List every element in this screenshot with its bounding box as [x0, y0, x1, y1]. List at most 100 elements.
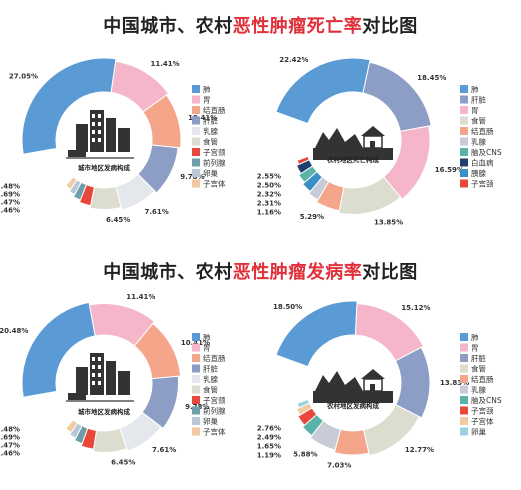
legend-label: 结直肠	[203, 353, 226, 363]
slice-肺	[21, 57, 117, 155]
legend-swatch	[192, 364, 200, 373]
legend-swatch	[192, 158, 200, 167]
legend-label: 白血病	[471, 158, 494, 168]
legend-label: 前列腺	[203, 158, 226, 168]
legend-label: 食管	[471, 364, 486, 374]
slice-胃	[88, 303, 156, 347]
data-label: 2.49%	[257, 434, 281, 442]
data-label: 1.19%	[257, 452, 281, 460]
building-icon	[76, 124, 88, 152]
slice-肝脏	[394, 346, 431, 419]
building-icon	[118, 128, 130, 152]
data-label: 1.69%	[0, 434, 20, 442]
data-label: 27.05%	[9, 72, 38, 80]
legend-label: 食管	[471, 116, 486, 126]
legend-swatch	[460, 427, 468, 436]
legend-swatch	[192, 148, 200, 156]
legend-label: 子宫颈	[471, 179, 494, 189]
center-caption: 城市地区发病构成	[78, 163, 131, 172]
data-label: 13.83%	[440, 379, 469, 387]
data-label: 2.32%	[257, 191, 281, 199]
legend-swatch	[460, 148, 468, 156]
door-icon	[370, 384, 375, 391]
window-mark	[92, 130, 95, 134]
legend-label: 结直肠	[471, 374, 494, 384]
legend-label: 子宫体	[203, 179, 226, 189]
legend-label: 乳腺	[471, 137, 486, 147]
legend-label: 子宫颈	[203, 395, 226, 405]
building-icon	[118, 371, 130, 395]
legend-label: 子宫颈	[471, 406, 494, 416]
legend-swatch	[460, 385, 468, 394]
truck-icon	[68, 150, 86, 157]
legend-swatch	[460, 116, 468, 125]
window-mark	[98, 122, 101, 126]
data-label: 15.12%	[401, 304, 430, 312]
legend-label: 胃	[203, 96, 211, 105]
data-label: 2.55%	[257, 173, 281, 181]
legend-label: 胃	[471, 344, 479, 353]
title-prefix: 中国城市、农村	[103, 16, 233, 37]
legend-swatch	[192, 396, 200, 404]
window-mark	[92, 373, 95, 377]
legend-label: 脑及CNS	[471, 395, 502, 405]
donut-chart-3: 20.48%11.41%10.41%9.78%7.61%6.45%2.48%1.…	[0, 293, 226, 467]
legend-swatch	[192, 106, 200, 114]
legend-swatch	[460, 396, 468, 404]
data-label: 6.45%	[106, 216, 130, 224]
legend-label: 结直肠	[203, 105, 226, 115]
slice-子宫体	[65, 176, 78, 190]
legend-swatch	[460, 354, 468, 362]
title-suffix: 对比图	[362, 262, 418, 283]
slice-食管	[338, 176, 402, 215]
legend-label: 胃	[203, 344, 211, 353]
legend-swatch	[460, 406, 468, 415]
slice-胃	[382, 125, 431, 200]
donut-chart-1: 27.05%11.41%10.41%9.78%7.61%6.45%2.48%1.…	[0, 57, 226, 224]
data-label: 1.65%	[257, 443, 281, 451]
window-mark	[98, 373, 101, 377]
chart-title-incidence: 中国城市、农村恶性肿瘤发病率对比图	[0, 258, 521, 284]
title-prefix: 中国城市、农村	[103, 262, 233, 283]
legend-swatch	[192, 95, 200, 104]
window-mark	[98, 365, 101, 369]
legend-swatch	[460, 333, 468, 341]
building-icon	[76, 367, 88, 395]
data-label: 22.42%	[279, 56, 308, 64]
legend-swatch	[460, 127, 468, 135]
data-label: 1.16%	[257, 209, 281, 217]
trees-icon	[315, 128, 363, 148]
slice-子宫体	[65, 419, 79, 434]
slice-胃	[354, 303, 425, 362]
legend-label: 肺	[471, 333, 479, 342]
legend-swatch	[192, 116, 200, 125]
data-label: 7.61%	[144, 208, 168, 216]
legend-label: 卵巢	[203, 416, 218, 426]
window-mark	[92, 114, 95, 118]
data-label: 1.47%	[0, 442, 20, 450]
data-label: 18.50%	[273, 303, 302, 311]
legend-swatch	[192, 169, 200, 177]
legend-swatch	[460, 169, 468, 177]
trees-icon	[315, 371, 363, 391]
data-label: 13.85%	[374, 218, 403, 226]
data-label: 5.29%	[300, 213, 324, 221]
truck-icon	[68, 393, 86, 400]
data-label: 2.31%	[257, 200, 281, 208]
legend-label: 乳腺	[203, 126, 218, 136]
building-icon	[106, 361, 116, 395]
legend-label: 前列腺	[203, 406, 226, 416]
chart-title-mortality: 中国城市、农村恶性肿瘤死亡率对比图	[0, 12, 521, 38]
legend-swatch	[460, 179, 468, 188]
donut-chart-2: 22.42%18.45%16.59%13.85%5.29%2.55%2.50%2…	[257, 56, 502, 226]
house-roof-icon	[361, 369, 385, 379]
title-highlight: 恶性肿瘤死亡率	[232, 16, 363, 37]
legend-swatch	[460, 95, 468, 104]
legend-swatch	[192, 375, 200, 383]
ground-bar	[313, 391, 393, 403]
window-mark	[92, 365, 95, 369]
legend-swatch	[460, 158, 468, 167]
window-mark	[92, 357, 95, 361]
data-label: 10.41%	[188, 114, 217, 122]
slice-食管	[89, 185, 122, 210]
